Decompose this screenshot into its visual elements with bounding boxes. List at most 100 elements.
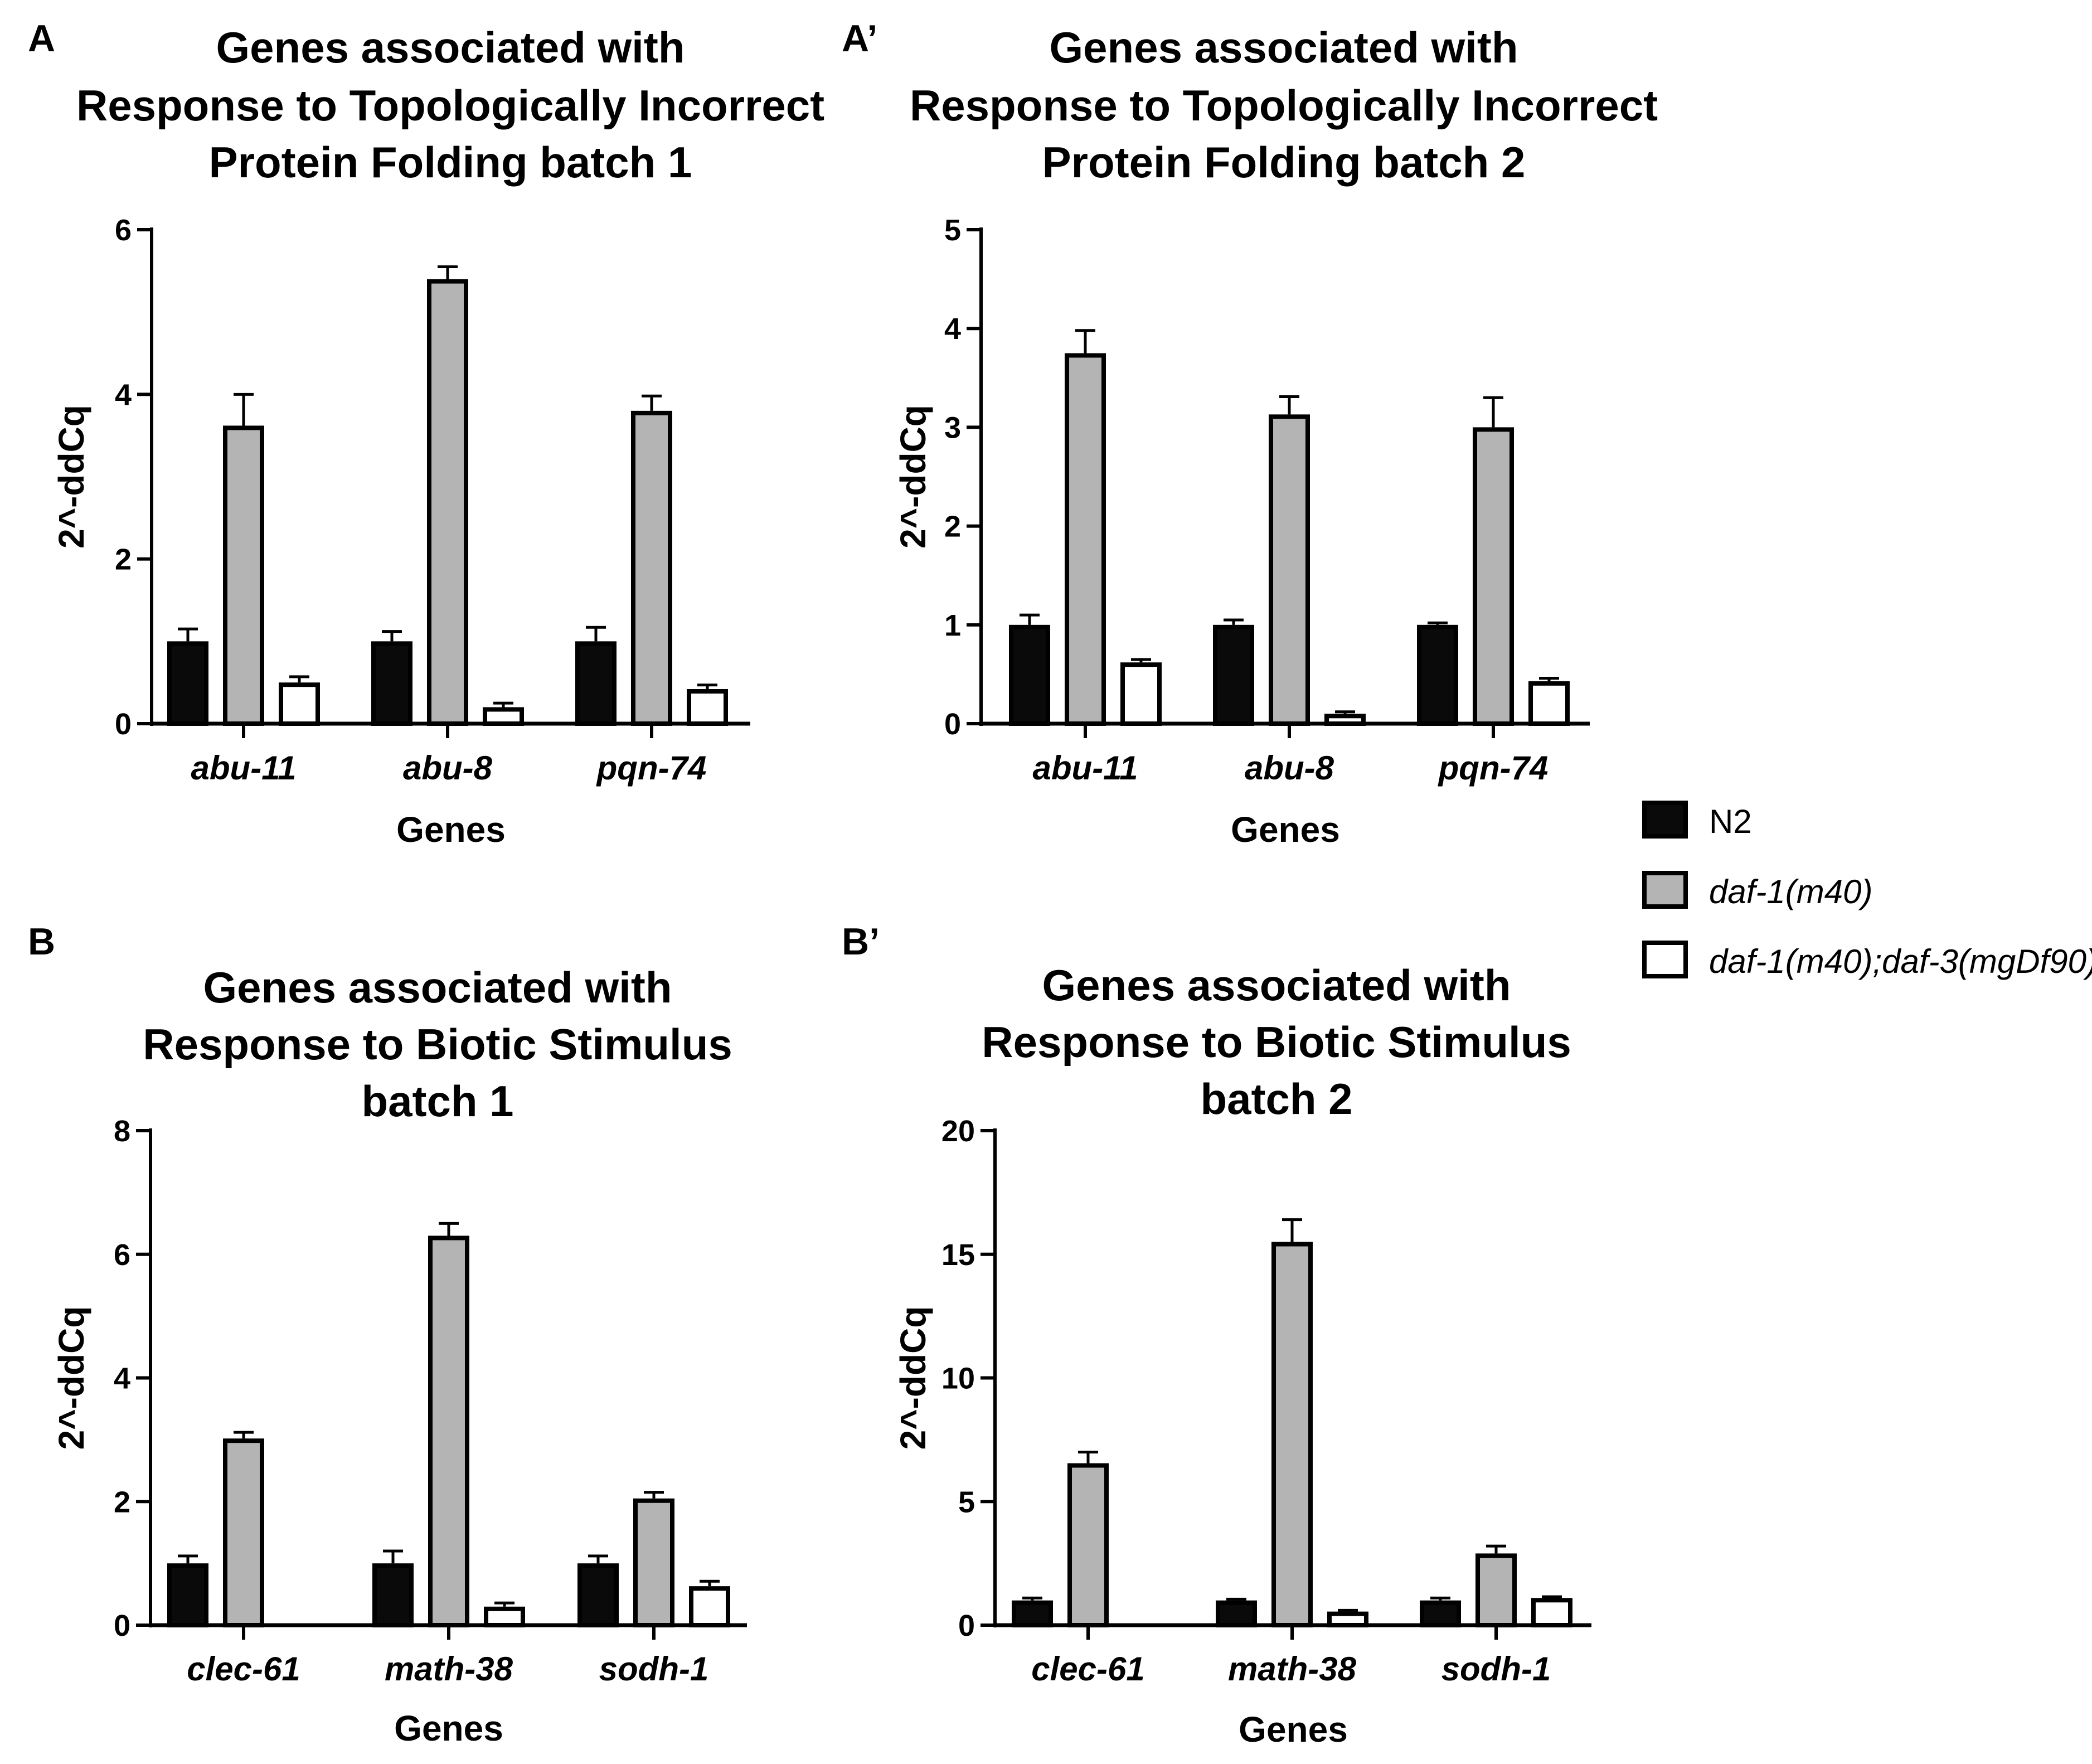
y-axis-title: 2^-ddCq [893,405,933,549]
y-tick-label: 2 [115,543,132,576]
panels: A Genes associated with Response to Topolo… [28,17,1658,1750]
panel-b-letter: B [28,920,55,963]
y-axis-title: 2^-ddCq [51,405,91,549]
bar-daf-1-m40-daf-3-mgdf90-abu-11 [279,682,320,726]
bar-daf-1-m40-math-38 [428,1235,469,1628]
panel-a-prime-letter: A’ [842,17,877,60]
x-axis-title: Genes [1239,1709,1348,1750]
panel-a-prime: A’ Genes associated with Response to Topol… [842,17,1658,850]
x-tick-label: pqn-74 [1438,749,1549,787]
x-tick-label: math-38 [1228,1650,1357,1688]
legend-swatch-daf-1-m40-daf-3-mgdf90 [1642,941,1688,978]
chart-title-line: Genes associated with [1042,961,1511,1010]
bar-daf-1-m40-daf-3-mgdf90-abu-8 [483,707,524,726]
bar-n2-sodh-1 [577,1563,619,1627]
x-tick-label: abu-11 [191,749,297,787]
chart-title-line: Response to Topologically Incorrect [76,81,824,130]
x-axis-title: Genes [1231,810,1340,850]
panel-b-prime-letter: B’ [842,920,880,963]
bar-daf-1-m40-sodh-1 [633,1498,674,1628]
bar-n2-abu-11 [1009,624,1050,726]
bar-daf-1-m40-abu-8 [427,279,468,726]
x-tick-label: pqn-74 [596,749,707,787]
x-tick-label: abu-11 [1033,749,1138,787]
bar-daf-1-m40-math-38 [1271,1242,1313,1627]
panel-a-letter: A [28,17,55,60]
legend: N2 daf-1(m40) daf-1(m40);daf-3(mgDf90) [1642,801,2092,980]
bar-n2-abu-8 [1213,624,1254,726]
bar-daf-1-m40-daf-3-mgdf90-pqn-74 [1528,681,1570,726]
bar-daf-1-m40-abu-11 [1065,353,1106,726]
chart-title-line: batch 2 [1200,1074,1352,1123]
chart-title-line: Response to Biotic Stimulus [143,1020,732,1069]
y-tick-label: 1 [944,609,961,642]
bar-n2-abu-8 [371,641,412,726]
y-tick-label: 0 [114,1609,130,1642]
bar-n2-math-38 [1216,1600,1257,1627]
x-tick-label: math-38 [385,1650,513,1688]
y-tick-label: 3 [944,411,961,444]
chart-title-line: batch 1 [361,1077,513,1126]
bar-n2-clec-61 [1012,1600,1053,1627]
bar-daf-1-m40-daf-3-mgdf90-sodh-1 [1531,1598,1572,1628]
y-tick-label: 5 [958,1485,975,1519]
panel-a: A Genes associated with Response to Topolo… [28,17,824,850]
x-tick-label: sodh-1 [599,1650,709,1688]
y-tick-label: 2 [114,1485,130,1519]
y-tick-label: 6 [115,214,132,247]
chart-title-line: Response to Biotic Stimulus [982,1017,1571,1067]
chart-title-line: Genes associated with [203,963,672,1012]
y-tick-label: 5 [944,214,961,247]
bar-daf-1-m40-daf-3-mgdf90-abu-11 [1120,662,1162,726]
legend-label: N2 [1709,803,1752,840]
legend-swatch-daf-1-m40 [1642,871,1688,909]
chart-title-line: Protein Folding batch 2 [1042,138,1526,187]
x-tick-label: abu-8 [1245,749,1334,787]
panel-b-prime: B’ Genes associated with Response to Bioti… [842,920,1591,1750]
bar-daf-1-m40-daf-3-mgdf90-pqn-74 [687,689,728,726]
bar-daf-1-m40-pqn-74 [1473,427,1514,726]
panel-b: B Genes associated with Response to Biotic… [28,920,747,1748]
bar-daf-1-m40-abu-8 [1269,414,1310,726]
bar-n2-pqn-74 [575,641,617,726]
bar-daf-1-m40-daf-3-mgdf90-math-38 [484,1606,525,1628]
bar-daf-1-m40-daf-3-mgdf90-sodh-1 [689,1586,730,1627]
y-tick-label: 2 [944,510,961,544]
x-axis-title: Genes [394,1708,503,1748]
chart-title-line: Genes associated with [216,23,685,72]
x-tick-label: clec-61 [1031,1650,1145,1688]
bar-n2-abu-11 [167,641,208,726]
legend-swatch-n2 [1642,801,1688,839]
chart-title-line: Response to Topologically Incorrect [910,81,1658,130]
bar-daf-1-m40-daf-3-mgdf90-math-38 [1327,1611,1368,1627]
y-axis-title: 2^-ddCq [893,1306,933,1450]
y-tick-label: 4 [115,378,132,411]
y-tick-label: 20 [941,1114,975,1148]
bar-n2-pqn-74 [1417,624,1458,726]
bar-daf-1-m40-daf-3-mgdf90-abu-8 [1324,714,1366,726]
y-tick-label: 4 [944,312,961,346]
bar-n2-math-38 [372,1563,414,1627]
bar-daf-1-m40-pqn-74 [631,410,672,726]
chart-title-line: Protein Folding batch 1 [209,138,692,187]
y-axis-title: 2^-ddCq [51,1306,91,1450]
bar-n2-clec-61 [167,1563,208,1627]
chart-title-line: Genes associated with [1050,23,1518,72]
bar-daf-1-m40-sodh-1 [1475,1553,1517,1628]
y-tick-label: 10 [941,1362,975,1395]
y-tick-label: 8 [114,1114,130,1148]
legend-label: daf-1(m40) [1709,873,1872,910]
bar-daf-1-m40-clec-61 [223,1438,264,1627]
y-tick-label: 6 [114,1238,130,1272]
x-tick-label: clec-61 [187,1650,300,1688]
y-tick-label: 0 [944,707,961,741]
x-axis-title: Genes [396,810,506,850]
bar-daf-1-m40-abu-11 [223,425,264,726]
y-tick-label: 15 [941,1238,975,1272]
y-tick-label: 4 [114,1362,130,1395]
legend-label: daf-1(m40);daf-3(mgDf90) [1709,943,2092,980]
y-tick-label: 0 [958,1609,975,1642]
bar-n2-sodh-1 [1420,1600,1461,1627]
